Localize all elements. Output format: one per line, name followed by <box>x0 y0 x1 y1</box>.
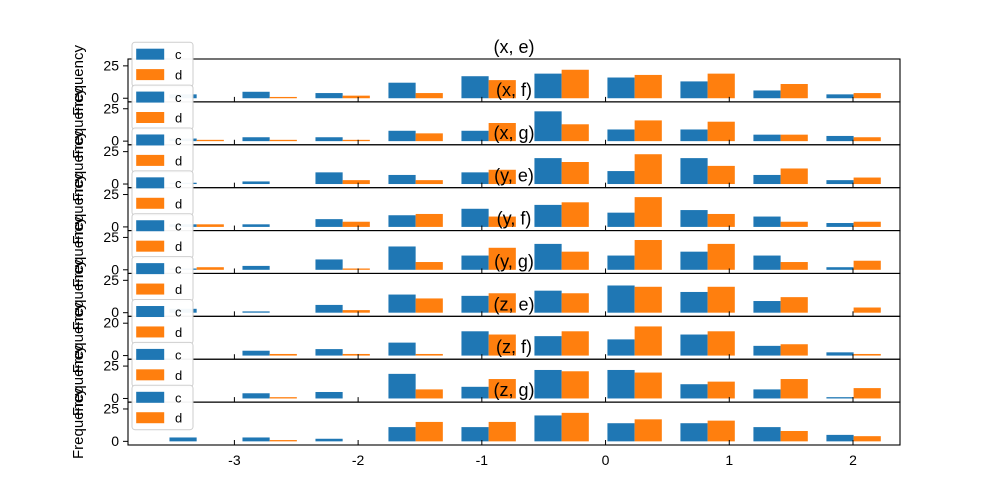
svg-text:25: 25 <box>103 400 119 416</box>
svg-text:c: c <box>175 219 182 234</box>
svg-text:(y, f): (y, f) <box>497 209 532 229</box>
svg-text:d: d <box>175 411 182 426</box>
svg-text:-1: -1 <box>476 452 489 468</box>
svg-text:25: 25 <box>103 57 119 73</box>
svg-text:d: d <box>175 111 182 126</box>
svg-text:25: 25 <box>103 272 119 288</box>
svg-text:c: c <box>175 347 182 362</box>
svg-text:d: d <box>175 153 182 168</box>
svg-text:d: d <box>175 196 182 211</box>
svg-text:(y, e): (y, e) <box>494 166 534 186</box>
svg-text:c: c <box>175 47 182 62</box>
svg-text:25: 25 <box>103 100 119 116</box>
svg-text:d: d <box>175 325 182 340</box>
svg-text:2: 2 <box>849 452 857 468</box>
svg-text:1: 1 <box>725 452 733 468</box>
svg-text:d: d <box>175 239 182 254</box>
svg-text:20: 20 <box>103 315 119 331</box>
svg-text:25: 25 <box>103 186 119 202</box>
svg-text:(z, f): (z, f) <box>496 337 532 357</box>
svg-text:25: 25 <box>103 143 119 159</box>
svg-text:c: c <box>175 262 182 277</box>
svg-text:(x, e): (x, e) <box>493 37 534 57</box>
svg-text:25: 25 <box>103 229 119 245</box>
svg-text:c: c <box>175 133 182 148</box>
svg-text:0: 0 <box>602 452 610 468</box>
svg-text:0: 0 <box>111 433 119 449</box>
svg-text:(z, g): (z, g) <box>493 380 534 400</box>
svg-text:(x, f): (x, f) <box>496 80 532 100</box>
svg-text:-2: -2 <box>352 452 365 468</box>
svg-text:(z, e): (z, e) <box>493 294 534 314</box>
svg-text:(x, g): (x, g) <box>493 123 534 143</box>
svg-text:(y, g): (y, g) <box>494 251 534 271</box>
svg-text:d: d <box>175 282 182 297</box>
svg-text:-3: -3 <box>228 452 241 468</box>
svg-text:c: c <box>175 390 182 405</box>
svg-text:c: c <box>175 305 182 320</box>
svg-text:c: c <box>175 90 182 105</box>
svg-text:c: c <box>175 176 182 191</box>
svg-text:Frequency: Frequency <box>70 388 87 459</box>
svg-text:d: d <box>175 368 182 383</box>
svg-text:25: 25 <box>103 358 119 374</box>
svg-text:d: d <box>175 68 182 83</box>
